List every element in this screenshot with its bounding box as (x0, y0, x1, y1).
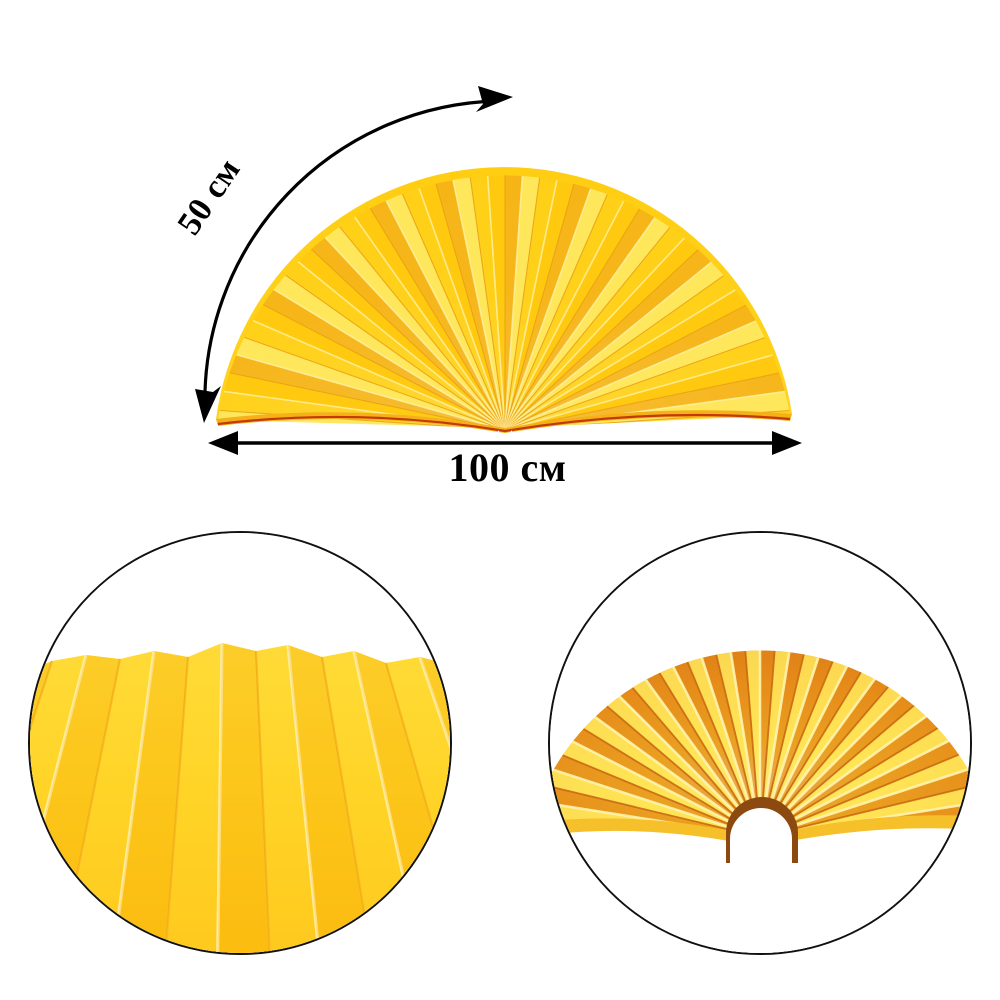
fan-hub-closeup-illustration (550, 533, 970, 953)
pleat-wedges (218, 175, 790, 428)
hero-fan-illustration (195, 86, 802, 455)
hub-notch (730, 808, 792, 873)
width-dimension-label: 100 см (0, 444, 1000, 491)
fan-hub-gap (498, 430, 512, 436)
width-arrowhead-left (208, 431, 238, 455)
arc-arrowhead-top (476, 86, 513, 112)
detail-circle-pleat-edge (28, 531, 452, 955)
pleated-sheet-fill (30, 643, 450, 953)
width-dimension-label-text: 100 см (448, 445, 567, 490)
arc-dimension-line (203, 99, 500, 412)
fan-pleats (218, 175, 790, 428)
width-arrowhead-right (772, 431, 802, 455)
fan-bottom-edge-line (217, 413, 791, 433)
detail-circle-fan-hub (548, 531, 972, 955)
hub-bottom-stack (550, 815, 970, 847)
width-dimension-arrow (208, 431, 802, 455)
hero-fan-panel: 50 см 100 см (0, 86, 1000, 491)
hub-lower-whitespace (550, 863, 970, 953)
pleat-edge-closeup-illustration (30, 533, 450, 953)
arc-dimension-arrow (195, 86, 513, 423)
fan-body (216, 167, 792, 436)
pleat-fold-lines (30, 642, 450, 953)
pleated-sheet (30, 642, 450, 953)
arc-arrowhead-bottom (195, 386, 221, 423)
